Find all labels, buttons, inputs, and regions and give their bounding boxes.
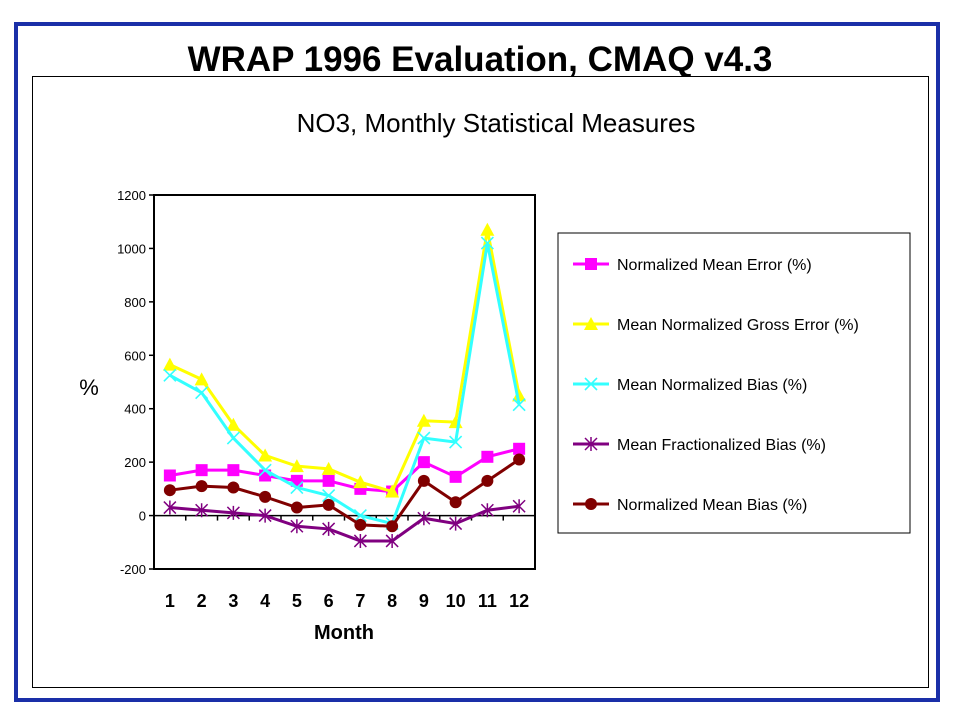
series-1-point — [481, 450, 494, 463]
legend-label: Mean Normalized Gross Error (%) — [617, 317, 859, 334]
series-5-point — [195, 480, 208, 493]
y-tick-label: 1000 — [117, 241, 146, 256]
series-line-2 — [169, 229, 521, 494]
series-2-point — [416, 413, 431, 427]
series-line-4 — [169, 504, 520, 543]
x-tick-label: 6 — [324, 591, 334, 611]
series-4-point — [195, 503, 209, 518]
series-1-point — [449, 470, 462, 483]
series-5-point — [259, 490, 272, 503]
series-4-point — [226, 505, 240, 520]
y-tick-label: 1200 — [117, 188, 146, 203]
series-4-point — [322, 521, 336, 536]
series-4-point — [480, 503, 494, 518]
series-3-point — [290, 480, 304, 495]
series-5-point — [163, 484, 176, 497]
series-2-point — [512, 388, 527, 402]
series-5-point — [354, 518, 367, 531]
x-tick-label: 4 — [260, 591, 270, 611]
chart-area: NO3, Monthly Statistical Measures -200 0 2… — [32, 76, 929, 688]
x-tick-label: 8 — [387, 591, 397, 611]
series-1-point — [195, 464, 208, 477]
y-tick-label: -200 — [120, 562, 146, 577]
legend-swatch-marker — [584, 437, 598, 451]
x-tick-label: 3 — [228, 591, 238, 611]
series-2-point — [226, 417, 241, 431]
series-2-point — [353, 475, 368, 489]
series-3-point — [163, 368, 177, 382]
series-2-point — [194, 372, 209, 386]
legend-swatch-marker — [584, 377, 598, 391]
series-4-point — [258, 508, 272, 523]
chart-svg: NO3, Monthly Statistical Measures -200 0 2… — [79, 108, 911, 644]
series-4-point — [449, 516, 463, 531]
series-1-point — [513, 442, 526, 455]
series-5-point — [481, 474, 494, 487]
x-tick-label: 12 — [509, 591, 529, 611]
y-tick-label: 0 — [139, 509, 146, 524]
x-tick-label: 2 — [197, 591, 207, 611]
series-1-point — [227, 464, 240, 477]
series-5-point — [322, 498, 335, 511]
series-5-point — [290, 501, 303, 514]
y-tick-label: 800 — [124, 295, 146, 310]
series-4-point — [163, 500, 177, 515]
legend-label: Mean Fractionalized Bias (%) — [617, 437, 826, 454]
series-2-point — [258, 448, 273, 462]
series-3-point — [512, 398, 526, 412]
series-3-point — [226, 431, 240, 445]
x-axis-label: Month — [314, 622, 374, 644]
series-5-point — [417, 474, 430, 487]
series-4-point — [353, 533, 367, 548]
legend-label: Normalized Mean Bias (%) — [617, 497, 807, 514]
series-line-3 — [169, 242, 521, 526]
series-5-point — [449, 496, 462, 509]
series-5-point — [227, 481, 240, 494]
series-3-point — [449, 435, 463, 449]
legend-swatch-marker — [585, 258, 597, 270]
legend-swatch-marker — [584, 317, 598, 330]
series-2-point — [321, 461, 336, 475]
series-3-point — [322, 488, 336, 503]
legend-label: Mean Normalized Bias (%) — [617, 377, 807, 394]
legend: Normalized Mean Error (%) Mean Normalized… — [557, 232, 911, 534]
legend-swatch-marker — [585, 498, 597, 510]
x-tick-label: 7 — [355, 591, 365, 611]
x-tick-label: 5 — [292, 591, 302, 611]
slide-title: WRAP 1996 Evaluation, CMAQ v4.3 — [187, 40, 773, 79]
y-axis-label: % — [79, 375, 99, 400]
x-tick-label: 11 — [478, 591, 497, 611]
series-3-point — [417, 431, 431, 445]
series-3-point — [258, 463, 272, 477]
series-3-point — [353, 509, 367, 523]
y-tick-label: 200 — [124, 455, 146, 470]
legend-box — [557, 232, 911, 534]
series-2-point — [385, 484, 400, 498]
series-4-point — [512, 499, 526, 514]
series-3-point — [195, 386, 209, 400]
series-4-point — [290, 519, 304, 534]
series-2-point — [162, 357, 177, 371]
series-5-point — [386, 520, 399, 533]
x-tick-label: 1 — [165, 591, 175, 611]
series-1-point — [163, 469, 176, 482]
series-5-point — [513, 453, 526, 466]
series-3-point — [480, 236, 494, 250]
x-tick-label: 9 — [419, 591, 429, 611]
series-4-point — [385, 533, 399, 548]
chart-title: NO3, Monthly Statistical Measures — [297, 108, 696, 138]
series-1-point — [322, 474, 335, 487]
series-2-point — [480, 222, 495, 236]
series-1-point — [417, 456, 430, 469]
y-tick-label: 400 — [124, 402, 146, 417]
legend-label: Normalized Mean Error (%) — [617, 257, 812, 274]
x-tick-label: 10 — [446, 591, 466, 611]
series-4-point — [417, 511, 431, 526]
series-2-point — [289, 459, 304, 473]
y-tick-label: 600 — [124, 348, 146, 363]
